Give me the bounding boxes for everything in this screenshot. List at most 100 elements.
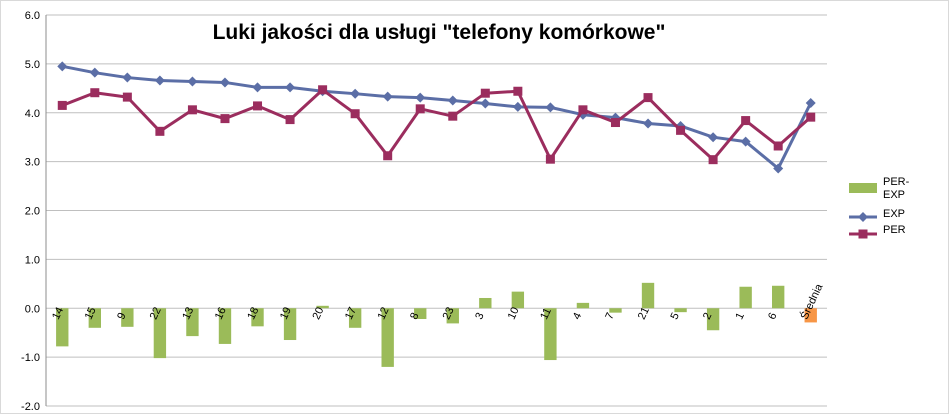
series-line-exp [61,64,813,170]
legend-swatch-per-exp [849,183,877,193]
bar [381,308,394,367]
bar [804,308,817,323]
legend-marker-exp [858,212,868,222]
bar [576,302,590,309]
x-tick-label: 5 [668,311,681,322]
bar [251,308,264,327]
bar [609,308,622,313]
x-tick-label: 4 [571,311,584,322]
point-exp [219,77,230,88]
y-tick-label: 5.0 [25,59,40,71]
x-tick-label: Średnia [798,281,826,322]
point-exp [805,97,816,108]
point-per [480,88,490,98]
x-tick-label: 6 [766,311,779,322]
point-per [285,115,295,125]
point-per [122,92,132,102]
y-tick-label: 2.0 [25,206,40,218]
point-per [806,112,816,122]
point-exp [708,132,719,143]
x-tick-label: 7 [603,311,616,322]
bar [674,308,687,313]
bar [186,308,199,337]
bar [544,308,557,361]
point-per [578,105,588,115]
point-exp [252,82,263,93]
point-per [350,109,360,119]
x-tick-label: 13 [180,305,196,321]
legend-label-exp: EXP [883,208,905,220]
bar [56,308,69,347]
bar [88,308,101,328]
point-exp [350,88,361,99]
axes: -2.0-1.00.01.02.03.04.05.06.014 15 9 22 13 16… [21,10,826,413]
y-tick-label: 0.0 [25,303,40,315]
bar-series-per-exp [56,282,817,367]
point-per [220,114,230,124]
point-per [676,125,686,135]
point-exp [545,102,556,113]
x-tick-label: 8 [408,311,421,322]
point-per [643,93,653,103]
point-per [448,111,458,121]
bar [446,308,459,324]
point-per [610,118,620,128]
x-tick-label: 22 [148,305,164,321]
x-tick-label: 18 [245,305,261,321]
point-exp [415,92,426,103]
bar [772,285,785,309]
bar [511,291,525,309]
point-per [253,101,263,111]
x-tick-label: 14 [50,305,66,321]
point-exp [382,91,393,102]
point-exp [643,118,654,129]
point-exp [122,72,133,83]
bar [121,308,134,327]
point-exp [512,101,523,112]
bar [348,308,362,328]
chart-title: Luki jakości dla usługi "telefony komórk… [213,21,666,44]
point-exp [773,163,784,174]
bar [283,308,297,341]
x-tick-label: 1 [733,311,746,322]
legend-label-per-exp: PER- [883,176,910,188]
y-tick-label: 1.0 [25,254,40,266]
point-per [513,86,523,96]
point-exp [89,67,100,78]
point-per [545,154,555,164]
series-line-per [61,88,812,162]
bar [316,305,329,309]
point-per [383,151,393,161]
x-tick-label: 11 [538,306,554,321]
point-per [415,104,425,114]
point-exp [285,82,296,93]
bar [706,308,720,331]
x-tick-label: 19 [278,305,294,321]
y-tick-label: 6.0 [25,10,40,22]
point-per [773,141,783,151]
point-per [741,116,751,126]
x-tick-label: 9 [115,311,128,322]
point-per [318,85,328,95]
bar [479,297,492,309]
x-tick-label: 10 [506,305,522,321]
y-tick-label: 4.0 [25,108,40,120]
x-tick-label: 20 [310,305,326,321]
bar [414,308,427,320]
legend-marker-per [858,229,868,239]
x-tick-label: 17 [343,305,359,321]
x-tick-label: 23 [441,305,457,321]
point-exp [187,76,198,87]
bar [641,282,655,309]
x-tick-label: 12 [376,305,392,321]
point-per [90,88,100,98]
point-exp [154,75,165,86]
point-exp [740,136,751,147]
x-tick-label: 3 [473,311,486,322]
bar [153,308,167,359]
point-per [155,126,165,136]
line-series [57,61,816,174]
